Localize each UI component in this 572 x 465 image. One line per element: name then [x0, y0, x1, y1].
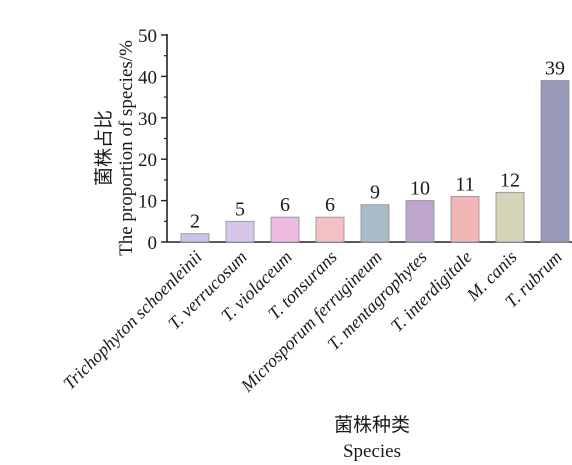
bar: [180, 233, 210, 243]
bar: [360, 204, 390, 243]
bar: [495, 191, 525, 243]
data-label: 5: [235, 198, 245, 220]
x-axis-title-cn: 菌株种类: [334, 414, 410, 436]
bar: [225, 220, 255, 243]
y-tick-label: 0: [148, 233, 158, 254]
bar: [270, 216, 300, 243]
data-label: 11: [455, 173, 474, 195]
data-label: 2: [190, 211, 200, 233]
bar: [315, 216, 345, 243]
y-axis-title-cn: 菌株占比: [93, 110, 115, 186]
y-tick-label: 30: [138, 109, 157, 130]
x-axis-title: Species: [343, 441, 401, 462]
bar: [540, 80, 570, 243]
data-label: 6: [280, 194, 290, 216]
bar: [450, 196, 480, 243]
y-tick-label: 10: [138, 192, 157, 213]
data-label: 9: [370, 182, 380, 204]
y-tick-label: 20: [138, 150, 157, 171]
data-label: 12: [500, 169, 520, 191]
data-label: 10: [410, 178, 430, 200]
y-tick-label: 40: [138, 67, 157, 88]
bar: [405, 200, 435, 243]
bars-layer: [180, 80, 570, 243]
data-label: 6: [325, 194, 335, 216]
y-tick-label: 50: [138, 26, 157, 47]
data-label: 39: [545, 58, 565, 80]
y-axis-title: The proportion of species/%: [116, 40, 137, 256]
